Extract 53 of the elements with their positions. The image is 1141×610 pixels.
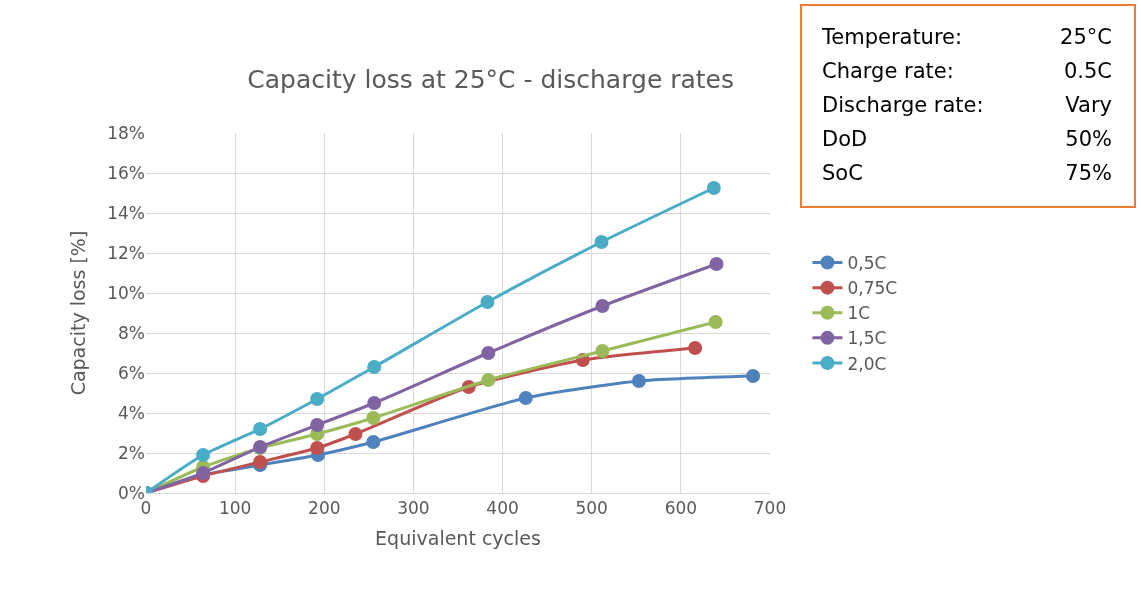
point [366,435,381,449]
point [709,257,724,271]
legend-label: 1C [847,303,871,324]
point [481,346,496,360]
legend-label: 1,5C [847,328,887,349]
x-tick-label: 200 [308,498,341,519]
text: Discharge rate: Vary [822,93,1112,117]
y-tick-label: 16% [107,162,145,183]
point [348,427,363,441]
text: DoD 50% [822,127,1112,151]
point [746,369,761,383]
x-tick-label: 400 [486,498,519,519]
y-tick-label: 18% [107,122,145,143]
point [518,391,533,405]
text: Temperature: 25°C [822,25,1112,49]
x-tick-label: 100 [218,498,252,519]
point [310,392,325,406]
point [196,448,211,462]
y-axis-title: Capacity loss [%] [67,230,90,396]
x-tick-label: 0 [140,498,152,519]
point [310,441,325,455]
point [310,418,325,432]
point [481,373,496,387]
y-tick-label: 4% [118,402,145,423]
point [480,295,495,309]
point [708,315,723,329]
y-tick-label: 2% [118,442,145,463]
y-tick-label: 8% [118,322,145,343]
point [595,299,610,313]
legend-label: 0,5C [847,253,887,274]
legend-label: 2,0C [847,353,887,374]
point [367,360,382,374]
point [595,344,610,358]
x-tick-label: 500 [575,498,608,519]
y-tick-label: 6% [118,362,145,383]
x-tick-label: 700 [753,498,787,519]
point [631,374,646,388]
y-tick-label: 12% [107,242,145,263]
point [253,422,268,436]
text: Charge rate: 0.5C [822,59,1112,83]
legend-label: 0,75C [847,278,898,299]
x-tick-label: 300 [397,498,430,519]
x-tick-label: 600 [664,498,698,519]
chart-title: Capacity loss at 25°C - discharge rates [247,65,735,95]
x-axis-title: Equivalent cycles [375,527,541,550]
y-tick-label: 14% [107,202,145,223]
y-tick-label: 10% [107,282,145,303]
point [367,396,382,410]
point [688,341,703,355]
text: SoC 75% [822,161,1112,185]
point [706,181,721,195]
point [594,235,609,249]
point [366,411,381,425]
